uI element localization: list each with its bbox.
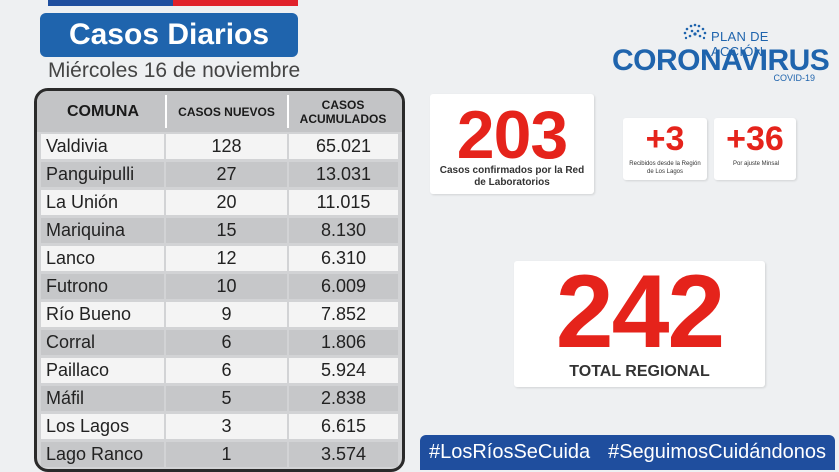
cell-nuevos: 6	[166, 358, 287, 383]
minsal-adjust-value: +36	[726, 120, 784, 158]
cell-comuna: Panguipulli	[41, 162, 164, 187]
table-row: Futrono 10 6.009	[41, 272, 398, 300]
table-row: Los Lagos 3 6.615	[41, 412, 398, 440]
region-cases-value: +3	[645, 120, 685, 158]
cell-nuevos: 15	[166, 218, 287, 243]
report-date: Miércoles 16 de noviembre	[48, 59, 301, 82]
cell-nuevos: 20	[166, 190, 287, 215]
cell-nuevos: 1	[166, 442, 287, 467]
lab-cases-label: Casos confirmados por la Red de Laborato…	[439, 165, 585, 188]
cell-acumulados: 6.310	[289, 246, 398, 271]
cell-nuevos: 9	[166, 302, 287, 327]
hashtag-los-rios: #LosRíosSeCuida	[428, 441, 591, 463]
cell-comuna: Lago Ranco	[41, 442, 164, 467]
star-dots-icon	[683, 23, 707, 40]
cell-comuna: Valdivia	[41, 134, 164, 159]
cell-comuna: Máfil	[41, 386, 164, 411]
lab-cases-card: 203 Casos confirmados por la Red de Labo…	[430, 94, 594, 194]
cell-acumulados: 7.852	[289, 302, 398, 327]
table-row: Corral 6 1.806	[41, 328, 398, 356]
minsal-adjust-label: Por ajuste Minsal	[732, 161, 780, 167]
cell-comuna: Río Bueno	[41, 302, 164, 327]
header-divider	[287, 95, 289, 128]
page-title: Casos Diarios	[40, 13, 298, 57]
cell-comuna: Los Lagos	[41, 414, 164, 439]
region-cases-card: +3 Recibidos desde la Región de Los Lago…	[623, 118, 707, 180]
cases-table: COMUNA CASOS NUEVOS CASOS ACUMULADOS Val…	[34, 88, 405, 472]
table-row: Valdivia 128 65.021	[41, 132, 398, 160]
cell-acumulados: 13.031	[289, 162, 398, 187]
table-row: Lanco 12 6.310	[41, 244, 398, 272]
cell-acumulados: 65.021	[289, 134, 398, 159]
cell-nuevos: 5	[166, 386, 287, 411]
logo-name: CORONAVIRUS	[612, 44, 830, 77]
cell-nuevos: 128	[166, 134, 287, 159]
table-row: Río Bueno 9 7.852	[41, 300, 398, 328]
cell-comuna: Mariquina	[41, 218, 164, 243]
cell-comuna: Paillaco	[41, 358, 164, 383]
cell-comuna: Lanco	[41, 246, 164, 271]
cell-comuna: La Unión	[41, 190, 164, 215]
cell-comuna: Corral	[41, 330, 164, 355]
table-row: Panguipulli 27 13.031	[41, 160, 398, 188]
header-divider	[165, 95, 167, 128]
table-row: Paillaco 6 5.924	[41, 356, 398, 384]
header-casos-nuevos: CASOS NUEVOS	[178, 104, 275, 119]
cell-nuevos: 27	[166, 162, 287, 187]
table-header: COMUNA CASOS NUEVOS CASOS ACUMULADOS	[37, 91, 402, 132]
cell-nuevos: 6	[166, 330, 287, 355]
hashtag-bar: #LosRíosSeCuida #SeguimosCuidándonos	[420, 435, 835, 470]
region-cases-label: Recibidos desde la Región de Los Lagos	[629, 161, 701, 175]
cell-nuevos: 10	[166, 274, 287, 299]
logo-subtitle: COVID-19	[773, 73, 815, 83]
regional-total-label: TOTAL REGIONAL	[569, 363, 710, 380]
cell-acumulados: 6.615	[289, 414, 398, 439]
cell-acumulados: 2.838	[289, 386, 398, 411]
coronavirus-logo: PLAN DE ACCIÓN CORONAVIRUS COVID-19	[610, 22, 830, 84]
cell-acumulados: 11.015	[289, 190, 398, 215]
flag-bar-blue	[48, 0, 173, 6]
cell-nuevos: 3	[166, 414, 287, 439]
cell-comuna: Futrono	[41, 274, 164, 299]
logo-plan-text: PLAN DE ACCIÓN	[711, 29, 769, 59]
lab-cases-value: 203	[456, 97, 568, 173]
hashtag-seguimos: #SeguimosCuidándonos	[608, 441, 827, 463]
table-row: La Unión 20 11.015	[41, 188, 398, 216]
flag-bar-red	[173, 0, 298, 6]
cell-nuevos: 12	[166, 246, 287, 271]
minsal-adjust-card: +36 Por ajuste Minsal	[714, 118, 796, 180]
table-row: Máfil 5 2.838	[41, 384, 398, 412]
regional-total-card: 242 TOTAL REGIONAL	[514, 254, 765, 387]
header-casos-acumulados: CASOS ACUMULADOS	[299, 97, 387, 126]
table-row: Mariquina 15 8.130	[41, 216, 398, 244]
cell-acumulados: 3.574	[289, 442, 398, 467]
header-comuna: COMUNA	[67, 102, 139, 120]
cell-acumulados: 5.924	[289, 358, 398, 383]
cell-acumulados: 8.130	[289, 218, 398, 243]
table-body: Valdivia 128 65.021 Panguipulli 27 13.031 La…	[41, 132, 398, 468]
regional-total-value: 242	[555, 254, 726, 370]
flag-bar	[48, 0, 298, 6]
table-row: Lago Ranco 1 3.574	[41, 440, 398, 468]
cell-acumulados: 1.806	[289, 330, 398, 355]
cell-acumulados: 6.009	[289, 274, 398, 299]
